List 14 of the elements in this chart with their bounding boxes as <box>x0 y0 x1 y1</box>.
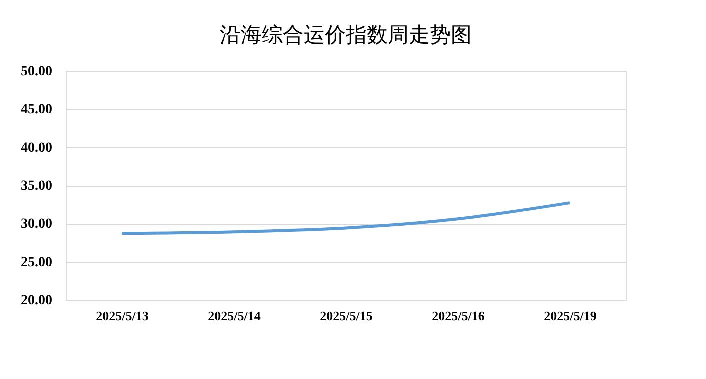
x-tick-label: 2025/5/14 <box>208 308 262 324</box>
y-tick-label: 50.00 <box>21 64 52 80</box>
y-tick-label: 45.00 <box>21 102 52 118</box>
chart-title: 沿海综合运价指数周走势图 <box>220 23 472 47</box>
x-tick-label: 2025/5/13 <box>96 308 150 324</box>
y-tick-label: 30.00 <box>21 217 52 232</box>
y-tick-label: 25.00 <box>21 255 52 270</box>
y-tick-label: 35.00 <box>21 179 52 194</box>
x-tick-label: 2025/5/15 <box>320 308 374 324</box>
x-tick-label: 2025/5/16 <box>432 308 486 324</box>
y-tick-label: 20.00 <box>21 294 52 308</box>
y-tick-label: 40.00 <box>21 140 52 156</box>
x-tick-label: 2025/5/19 <box>544 308 598 324</box>
line-series <box>120 202 572 236</box>
